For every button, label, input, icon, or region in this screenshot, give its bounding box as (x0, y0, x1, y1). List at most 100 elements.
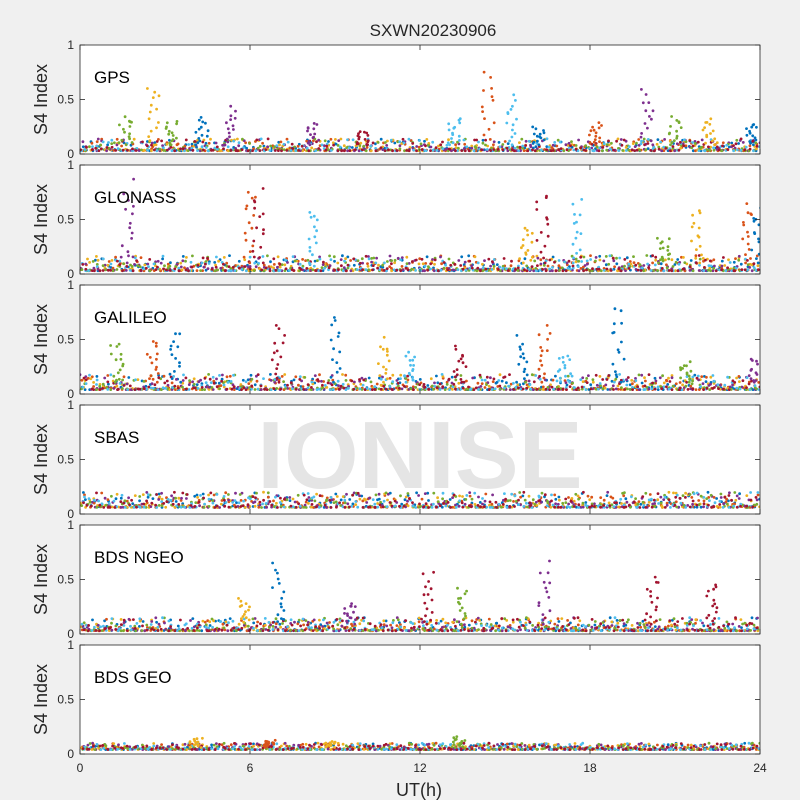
data-point (349, 259, 352, 262)
data-point (150, 141, 154, 145)
data-point (515, 117, 518, 121)
data-point (657, 502, 660, 505)
data-point (178, 364, 181, 368)
data-point (161, 144, 165, 148)
data-point (566, 354, 570, 358)
data-point (297, 383, 300, 387)
data-point (573, 213, 576, 216)
data-point (344, 388, 348, 391)
data-point (506, 142, 510, 146)
data-point (699, 505, 703, 509)
data-point (435, 149, 439, 152)
data-point (492, 264, 496, 268)
data-point (698, 257, 702, 261)
data-point (495, 380, 499, 384)
data-point (424, 149, 428, 153)
data-point (669, 506, 672, 509)
data-point (507, 269, 510, 272)
data-point (735, 494, 739, 498)
data-point (612, 388, 615, 391)
data-point (752, 262, 756, 266)
data-point (756, 493, 760, 497)
data-point (713, 264, 716, 268)
data-point (746, 230, 749, 234)
data-point (83, 493, 86, 497)
data-point (241, 378, 245, 382)
data-point (659, 262, 663, 266)
data-point (741, 237, 745, 241)
data-point (689, 369, 693, 373)
data-point (330, 323, 334, 327)
data-point (169, 344, 173, 348)
data-point (95, 491, 98, 495)
data-point (634, 268, 638, 271)
data-point (598, 136, 602, 140)
data-point (757, 388, 760, 391)
data-point (492, 140, 496, 144)
data-point (702, 499, 706, 503)
data-point (530, 240, 534, 244)
data-point (158, 495, 162, 499)
data-point (329, 149, 333, 152)
data-point (627, 262, 631, 266)
data-point (607, 143, 611, 147)
data-point (571, 381, 574, 385)
data-point (490, 502, 494, 506)
data-point (497, 379, 501, 382)
data-point (162, 267, 165, 271)
data-point (545, 504, 549, 507)
y-tick-label: 0.5 (57, 93, 74, 107)
data-point (382, 380, 385, 384)
data-point (174, 332, 177, 336)
data-point (675, 134, 679, 138)
data-point (640, 132, 643, 135)
data-point (134, 378, 137, 382)
data-point (639, 142, 643, 146)
data-point (244, 269, 248, 273)
data-point (337, 387, 341, 391)
data-point (670, 141, 674, 145)
data-point (114, 497, 118, 501)
data-point (567, 496, 570, 499)
data-point (457, 134, 461, 138)
data-point (423, 492, 427, 495)
data-point (118, 259, 122, 263)
data-point (465, 145, 469, 149)
data-point (426, 268, 430, 272)
data-point (470, 497, 474, 501)
data-point (604, 255, 608, 258)
data-point (642, 269, 646, 273)
data-point (485, 383, 488, 386)
data-point (531, 125, 535, 129)
data-point (200, 133, 204, 137)
data-point (580, 385, 584, 389)
data-point (194, 143, 197, 147)
data-point (385, 353, 389, 357)
data-point (310, 146, 314, 150)
data-point (222, 147, 225, 151)
data-point (236, 149, 239, 153)
data-point (345, 492, 348, 496)
data-point (703, 149, 707, 153)
data-point (433, 258, 437, 262)
data-point (343, 259, 346, 263)
data-point (610, 379, 614, 383)
data-point (277, 140, 281, 144)
data-point (277, 380, 281, 384)
data-point (718, 383, 722, 387)
data-point (166, 262, 170, 266)
data-point (670, 258, 674, 262)
data-point (671, 145, 675, 148)
data-point (384, 269, 388, 273)
data-point (478, 501, 482, 504)
data-point (363, 388, 367, 391)
data-point (339, 498, 343, 502)
data-point (193, 494, 197, 498)
data-point (431, 140, 435, 144)
data-point (174, 496, 178, 500)
data-point (230, 387, 234, 391)
data-point (426, 491, 430, 495)
data-point (623, 258, 627, 261)
data-point (274, 269, 278, 272)
data-point (727, 499, 730, 503)
